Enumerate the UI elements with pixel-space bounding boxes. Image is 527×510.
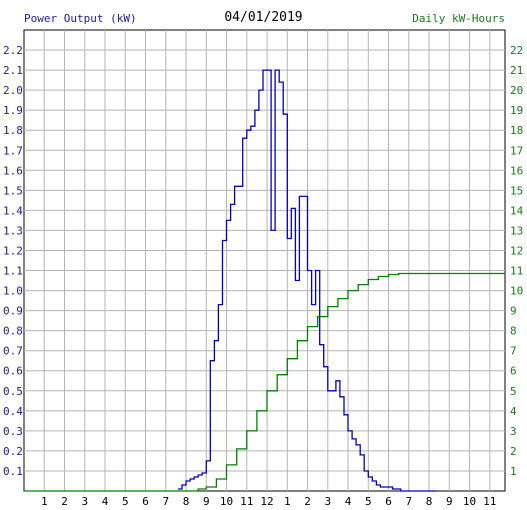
right-y-tick-label: 17 <box>510 144 523 157</box>
right-y-tick-label: 14 <box>510 204 524 217</box>
x-tick-label: 7 <box>405 495 412 508</box>
left-y-tick-label: 1.7 <box>3 144 23 157</box>
left-y-tick-label: 1.9 <box>3 104 23 117</box>
right-y-tick-label: 10 <box>510 285 523 298</box>
left-y-tick-label: 0.1 <box>3 465 23 478</box>
right-y-tick-label: 5 <box>510 385 517 398</box>
left-y-tick-label: 0.7 <box>3 345 23 358</box>
left-y-tick-label: 2.0 <box>3 84 23 97</box>
x-tick-label: 3 <box>81 495 88 508</box>
right-y-tick-label: 12 <box>510 244 523 257</box>
right-y-tick-label: 19 <box>510 104 523 117</box>
left-y-tick-label: 1.6 <box>3 164 23 177</box>
x-tick-label: 5 <box>122 495 129 508</box>
grid-lines <box>24 30 505 491</box>
x-tick-label: 2 <box>61 495 68 508</box>
right-y-tick-label: 9 <box>510 305 517 318</box>
left-y-tick-label: 0.9 <box>3 305 23 318</box>
left-y-tick-label: 1.5 <box>3 184 23 197</box>
left-y-tick-label: 0.4 <box>3 405 23 418</box>
right-y-tick-label: 11 <box>510 265 523 278</box>
left-y-tick-label: 1.1 <box>3 265 23 278</box>
right-y-tick-label: 7 <box>510 345 517 358</box>
left-axis-title: Power Output (kW) <box>24 12 137 25</box>
right-y-tick-label: 6 <box>510 365 517 378</box>
right-y-tick-label: 13 <box>510 224 523 237</box>
tick-labels: 1 2 3 4 5 6 7 8 9 10 11 12 1 2 3 4 5 6 7 8 9 10 110.10.20.30.4… <box>3 44 524 508</box>
x-tick-label: 8 <box>183 495 190 508</box>
x-tick-label: 5 <box>365 495 372 508</box>
left-y-tick-label: 0.5 <box>3 385 23 398</box>
left-y-tick-label: 1.4 <box>3 204 23 217</box>
right-y-tick-label: 16 <box>510 164 523 177</box>
right-y-tick-label: 4 <box>510 405 517 418</box>
x-tick-label: 10 <box>220 495 233 508</box>
x-tick-label: 8 <box>426 495 433 508</box>
x-tick-label: 6 <box>385 495 392 508</box>
x-tick-label: 11 <box>483 495 496 508</box>
right-axis-title: Daily kW-Hours <box>412 12 505 25</box>
right-y-tick-label: 15 <box>510 184 523 197</box>
x-tick-label: 9 <box>446 495 453 508</box>
left-y-tick-label: 0.2 <box>3 445 23 458</box>
x-tick-label: 4 <box>102 495 109 508</box>
left-y-tick-label: 1.0 <box>3 285 23 298</box>
left-y-tick-label: 0.6 <box>3 365 23 378</box>
x-tick-label: 6 <box>142 495 149 508</box>
left-y-tick-label: 2.1 <box>3 64 23 77</box>
right-y-tick-label: 3 <box>510 425 517 438</box>
series-lines <box>24 69 505 492</box>
right-y-tick-label: 8 <box>510 325 517 338</box>
left-y-tick-label: 0.3 <box>3 425 23 438</box>
power-output-line <box>177 69 438 492</box>
x-tick-label: 11 <box>240 495 253 508</box>
plot-area <box>23 29 506 492</box>
right-y-tick-label: 1 <box>510 465 517 478</box>
x-tick-label: 10 <box>463 495 476 508</box>
left-y-tick-label: 1.3 <box>3 224 23 237</box>
daily-kwh-line <box>24 272 505 492</box>
x-tick-label: 3 <box>324 495 331 508</box>
x-tick-label: 1 <box>284 495 291 508</box>
x-tick-label: 1 <box>41 495 48 508</box>
x-tick-label: 4 <box>345 495 352 508</box>
left-y-tick-label: 0.8 <box>3 325 23 338</box>
x-tick-label: 9 <box>203 495 210 508</box>
left-y-tick-label: 2.2 <box>3 44 23 57</box>
left-y-tick-label: 1.2 <box>3 244 23 257</box>
right-y-tick-label: 20 <box>510 84 523 97</box>
x-tick-label: 2 <box>304 495 311 508</box>
right-y-tick-label: 2 <box>510 445 517 458</box>
x-tick-label: 7 <box>162 495 169 508</box>
right-y-tick-label: 22 <box>510 44 523 57</box>
right-y-tick-label: 21 <box>510 64 523 77</box>
chart-date: 04/01/2019 <box>224 10 303 25</box>
left-y-tick-label: 1.8 <box>3 124 23 137</box>
right-y-tick-label: 18 <box>510 124 523 137</box>
x-tick-label: 12 <box>260 495 273 508</box>
